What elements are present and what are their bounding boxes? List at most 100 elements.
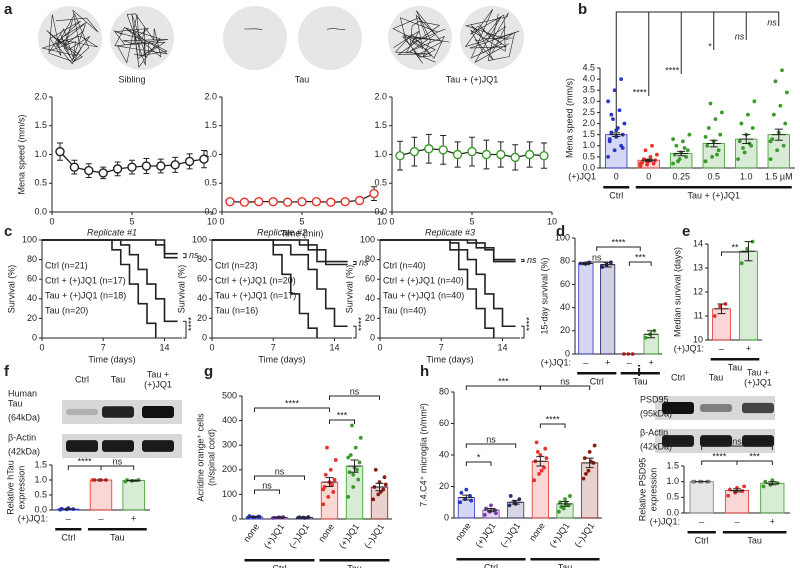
data-point: [778, 103, 783, 108]
y-tick-label: 80: [439, 386, 449, 396]
blot-band: [700, 435, 732, 447]
data-point: [346, 494, 351, 499]
bracket: [183, 320, 187, 339]
data-point: [687, 132, 692, 137]
data-point: [739, 261, 744, 266]
chart-title: Tau + (+)JQ1: [446, 74, 499, 84]
panel-label: b: [578, 1, 587, 18]
data-point: [736, 157, 740, 162]
group-bar: [530, 558, 600, 561]
data-point: [781, 143, 786, 148]
category-label: +: [770, 516, 775, 526]
bracket: [183, 253, 187, 259]
y-tick-label: 0.5: [582, 151, 595, 161]
y-tick-label: 2.0: [204, 91, 217, 101]
x-axis-label: Time (days): [258, 354, 305, 364]
category-label: (+)JQ1: [547, 521, 571, 549]
x-tick-label: 14: [159, 342, 169, 352]
y-tick-label: 0.0: [374, 206, 387, 216]
y-tick-label: 20: [27, 313, 37, 323]
category-label: none: [453, 521, 473, 543]
bracket: [465, 443, 517, 448]
x-tick-label: 7: [101, 342, 106, 352]
y-tick-label: 0: [444, 512, 449, 522]
x-prefix: (+)JQ1:: [674, 343, 704, 353]
marker: [369, 188, 379, 199]
blot-band: [742, 402, 774, 414]
panel-label: d: [556, 223, 565, 240]
category-label: (–)JQ1: [498, 521, 522, 549]
blot-row-label: β-Actin: [640, 427, 668, 437]
y-tick-label: 40: [197, 293, 207, 303]
data-point: [584, 472, 588, 476]
y-tick-label: 4.5: [582, 62, 595, 72]
error-bar: [730, 488, 744, 493]
bar: [724, 490, 750, 514]
y-tick-label: 100: [22, 234, 37, 244]
marker: [481, 149, 492, 160]
y-axis-label: Survival (%): [344, 265, 354, 314]
y-tick-label: 80: [27, 254, 37, 264]
bracket: [736, 460, 773, 465]
marker: [539, 150, 549, 161]
category-label: none: [527, 521, 547, 543]
data-point: [612, 88, 617, 93]
annotation: ns: [189, 250, 199, 260]
bracket: [701, 460, 738, 465]
y-tick-label: 14: [693, 238, 703, 248]
category-label: (–)JQ1: [362, 522, 386, 550]
lane-label: Ctrl: [75, 374, 89, 384]
survival-curve: [380, 239, 516, 328]
data-point: [534, 440, 539, 445]
data-point: [638, 161, 643, 166]
annotation: ****: [546, 414, 561, 424]
y-tick-label: 20: [560, 325, 570, 335]
data-point: [323, 472, 328, 477]
data-point: [351, 485, 356, 489]
bar: [578, 263, 594, 355]
category-label: –: [627, 357, 632, 367]
chart-title: Replicate #1: [87, 227, 137, 237]
data-point: [713, 117, 718, 122]
data-point: [592, 443, 597, 448]
blot-band: [102, 440, 134, 452]
category-label: +: [131, 513, 136, 523]
group-label: Ctrl: [590, 376, 604, 386]
marker: [170, 160, 180, 170]
category-label: –: [719, 343, 724, 353]
annotation: ****: [712, 451, 727, 461]
group-label: Ctrl: [695, 535, 709, 545]
bracket: [353, 261, 357, 265]
category-label: –: [734, 516, 739, 526]
error-bar: [459, 494, 474, 501]
group-bar: [635, 186, 792, 189]
data-point: [780, 68, 784, 73]
marker: [225, 196, 235, 207]
data-point: [373, 467, 378, 472]
x-tick-label: 10: [377, 216, 387, 226]
y-tick-label: 80: [365, 254, 375, 264]
y-tick-label: 400: [222, 415, 237, 425]
arena: [298, 6, 362, 70]
bracket: [353, 325, 357, 339]
annotation: ns: [732, 436, 742, 446]
data-point: [742, 484, 746, 489]
data-point: [703, 134, 708, 139]
lane-label: (+)JQ1: [144, 379, 172, 389]
group-bar: [577, 372, 617, 375]
category-label: (–)JQ1: [572, 521, 596, 549]
blot-band: [662, 435, 694, 447]
y-tick-label: 2.0: [34, 91, 47, 101]
y-tick-label: 300: [222, 440, 237, 450]
error-bar: [641, 158, 656, 162]
arena: [460, 6, 524, 70]
error-bar: [297, 516, 312, 519]
y-tick-label: 0.0: [34, 504, 47, 514]
survival-curve: [42, 239, 178, 255]
category-label: 1.5 µM: [765, 171, 793, 181]
data-point: [543, 446, 548, 451]
data-point: [619, 77, 624, 82]
legend-entry: Tau (n=40): [383, 305, 426, 315]
data-point: [761, 484, 766, 489]
bracket: [615, 11, 779, 129]
